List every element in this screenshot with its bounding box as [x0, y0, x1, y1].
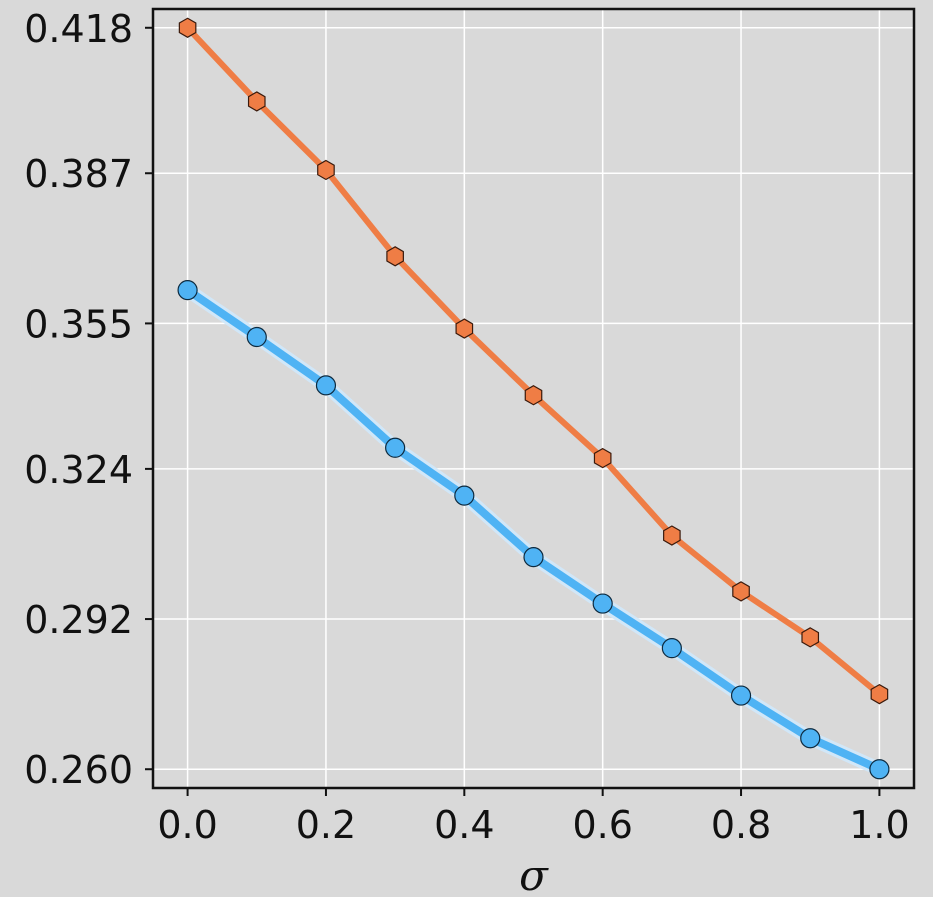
plot-frame: [151, 7, 916, 790]
y-tick-label: 0.355: [24, 302, 133, 346]
data-point: [246, 326, 267, 348]
series-2: [177, 279, 890, 780]
data-point: [524, 385, 543, 406]
data-point: [315, 375, 337, 396]
data-point: [455, 318, 474, 339]
data-point: [177, 279, 198, 301]
x-axis-label: σ: [519, 851, 549, 897]
series-layer: [177, 17, 890, 780]
y-tick-label: 0.387: [24, 152, 133, 196]
data-point: [869, 759, 890, 780]
data-point: [663, 525, 681, 546]
data-point: [386, 246, 404, 267]
gridlines: [153, 9, 914, 788]
data-point: [730, 685, 752, 706]
x-tick-label: 0.6: [572, 803, 632, 847]
x-tick-label: 0.2: [296, 803, 356, 847]
data-point: [317, 159, 335, 181]
y-tick-label: 0.418: [24, 7, 133, 51]
x-tick-label: 0.4: [434, 803, 494, 847]
data-point: [732, 581, 750, 602]
series-1: [178, 17, 889, 705]
data-point: [592, 593, 613, 614]
data-point: [661, 638, 682, 659]
data-point: [593, 447, 612, 469]
y-tick-label: 0.292: [24, 598, 133, 642]
y-tick-label: 0.260: [24, 748, 133, 792]
data-point: [870, 683, 889, 705]
data-point: [523, 547, 544, 568]
data-point: [454, 485, 475, 506]
data-point: [385, 437, 406, 458]
x-tick-label: 0.0: [157, 803, 217, 847]
data-point: [801, 627, 820, 648]
data-point: [247, 91, 266, 112]
x-tick-label: 0.8: [711, 803, 771, 847]
data-point: [800, 728, 821, 749]
x-tick-label: 1.0: [849, 803, 909, 847]
ticks: 0.0 0.2 0.4 0.6 0.8 1.0 0.260 0.292 0.324 0.355 0.…: [24, 7, 909, 847]
data-point: [178, 17, 197, 38]
y-tick-label: 0.324: [24, 448, 133, 492]
